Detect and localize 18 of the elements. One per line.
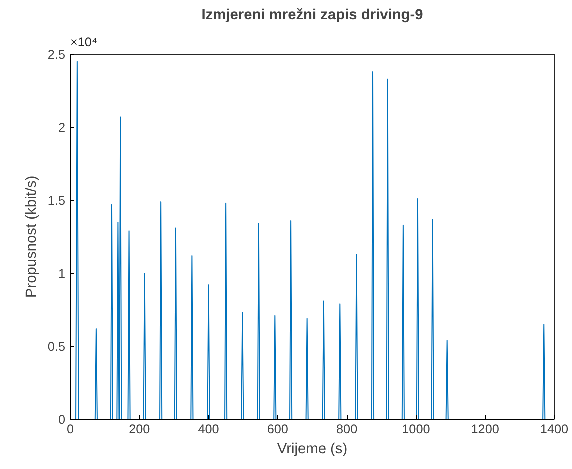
y-tick-label: 1.5 — [48, 194, 66, 208]
x-tick-label: 800 — [336, 422, 358, 436]
x-tick-label: 200 — [129, 422, 150, 436]
y-axis-title: Propusnost (kbit/s) — [24, 176, 40, 298]
y-tick-label: 2 — [58, 121, 66, 135]
x-tick-label: 1000 — [402, 422, 430, 436]
y-tick-label: 0.5 — [48, 340, 66, 354]
x-axis-title: Vrijeme (s) — [277, 442, 348, 458]
text: ×10⁴ — [70, 36, 98, 50]
y-tick-label: 2.5 — [48, 48, 66, 62]
x-tick-label: 1400 — [540, 422, 569, 436]
x-tick-label: 0 — [66, 422, 74, 436]
y-tick-label: 0 — [58, 413, 66, 427]
x-tick-label: 600 — [267, 422, 288, 436]
chart-title: Izmjereni mrežni zapis driving-9 — [202, 8, 424, 24]
x-tick-label: 400 — [198, 422, 220, 436]
y-tick-label: 1 — [58, 267, 66, 281]
x-tick-label: 1200 — [471, 422, 500, 436]
